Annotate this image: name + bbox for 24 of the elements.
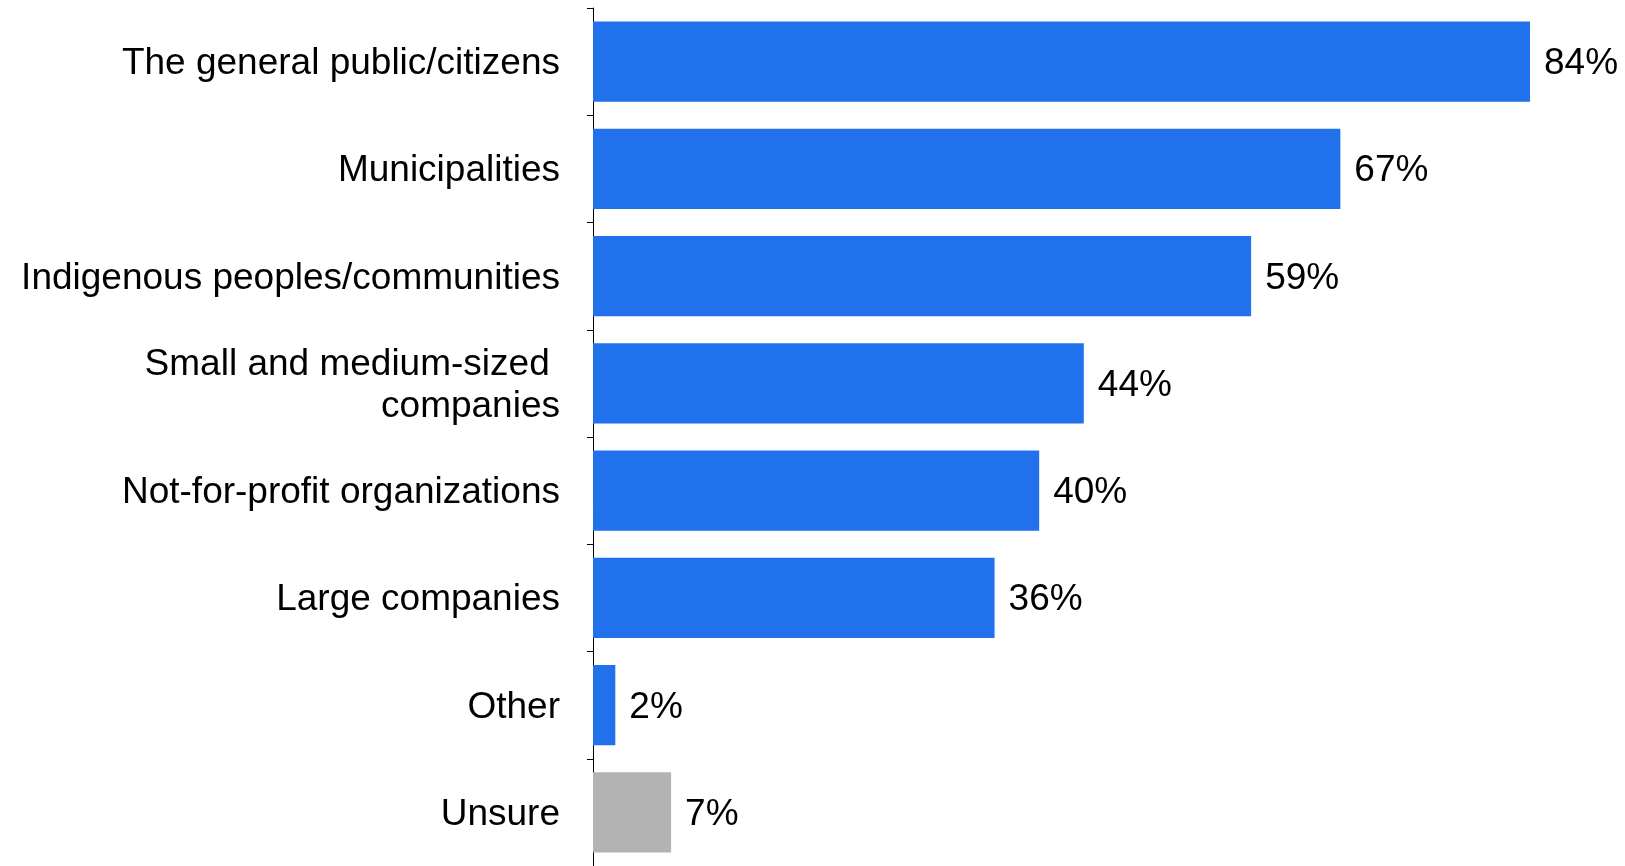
bar <box>593 664 616 746</box>
bar <box>593 772 672 853</box>
y-tick-label: Not-for-profit organizations <box>121 470 560 512</box>
bar <box>593 21 1530 102</box>
y-tick-label: Large companies <box>276 577 560 619</box>
data-label: 36% <box>1008 577 1083 619</box>
bar <box>593 235 1252 317</box>
bar <box>593 343 1084 424</box>
data-label: 40% <box>1053 470 1128 512</box>
y-tick-label: Small and medium-sized companies <box>144 341 560 425</box>
y-tick-label: Other <box>467 684 560 726</box>
y-tick-label: Indigenous peoples/communities <box>21 255 560 297</box>
bar <box>593 450 1040 531</box>
data-label: 59% <box>1265 255 1340 297</box>
data-label: 67% <box>1354 148 1429 190</box>
y-tick-label: Municipalities <box>337 148 560 190</box>
y-tick-label: The general public/citizens <box>121 41 560 83</box>
data-label: 84% <box>1544 41 1619 83</box>
data-label: 44% <box>1097 362 1172 404</box>
data-label: 7% <box>685 791 739 833</box>
data-label: 2% <box>629 684 683 726</box>
bar <box>593 557 995 639</box>
bar <box>593 128 1341 210</box>
y-tick-label: Unsure <box>440 791 560 833</box>
